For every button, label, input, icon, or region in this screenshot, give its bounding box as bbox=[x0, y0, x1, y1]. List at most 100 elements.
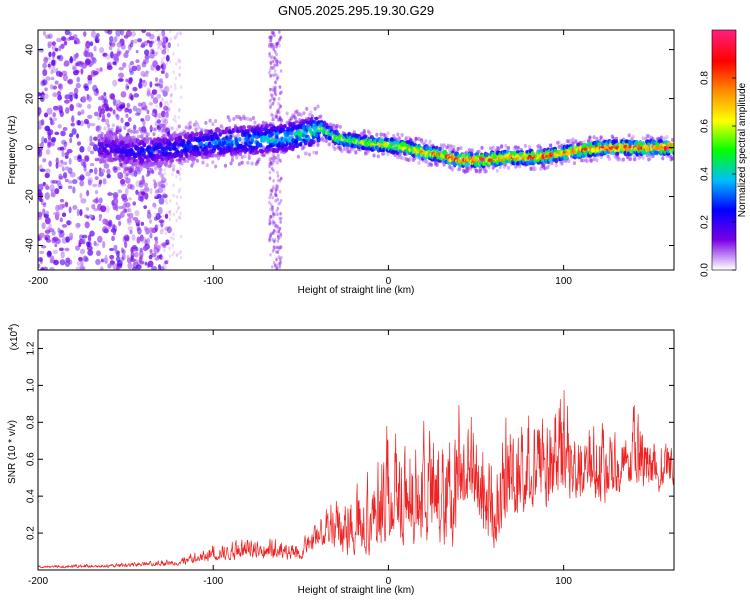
spectrogram-cell bbox=[382, 147, 386, 153]
spectrogram-cell bbox=[268, 200, 271, 205]
spectrogram-cell bbox=[130, 251, 135, 259]
spectrogram-cell bbox=[125, 83, 130, 91]
spectrogram-cell bbox=[40, 201, 47, 206]
spectrogram-cell bbox=[48, 142, 52, 148]
spectrogram-cell bbox=[51, 136, 57, 143]
spectrogram-cell bbox=[169, 158, 175, 163]
spectrogram-cell bbox=[114, 249, 121, 255]
spectrogram-cell bbox=[127, 226, 134, 231]
spectrogram-cell bbox=[112, 98, 117, 107]
spectrogram-cell bbox=[154, 193, 157, 198]
spectrogram-cell bbox=[42, 69, 48, 77]
spectrogram-cell bbox=[126, 102, 131, 108]
spectrogram-cell bbox=[164, 264, 167, 268]
spectrogram-cell bbox=[82, 238, 86, 245]
spectrogram-cell bbox=[85, 40, 91, 49]
spectrogram-cell bbox=[49, 117, 53, 121]
spectrogram-cell bbox=[165, 201, 169, 205]
spectrogram-cell bbox=[400, 156, 404, 161]
spectrogram-cell bbox=[59, 233, 63, 238]
spectrogram-cell bbox=[165, 42, 169, 47]
spectrogram-cell bbox=[279, 211, 282, 216]
spectrogram-cell bbox=[162, 262, 165, 267]
colorbar-strip bbox=[712, 124, 736, 127]
spectrogram-cell bbox=[112, 79, 118, 87]
spectrogram-cell bbox=[353, 144, 357, 149]
spectrogram-cell bbox=[58, 160, 64, 168]
spectrogram-cell bbox=[175, 253, 178, 257]
colorbar-strip bbox=[712, 264, 736, 267]
spectrogram-cell bbox=[45, 226, 51, 231]
spectrogram-cell bbox=[158, 80, 162, 85]
spectrogram-cell bbox=[84, 155, 90, 162]
spectrogram-cell bbox=[507, 145, 511, 150]
spectrogram-cell bbox=[98, 96, 102, 101]
spectrogram-cell bbox=[214, 119, 218, 124]
spectrogram-cell bbox=[155, 194, 158, 199]
spectrogram-cell bbox=[166, 48, 170, 53]
spectrogram-cell bbox=[452, 144, 456, 149]
spectrogram-cell bbox=[154, 38, 158, 42]
spectrogram-cell bbox=[79, 264, 85, 270]
spectrogram-cell bbox=[157, 46, 160, 50]
spectrogram-cell bbox=[133, 38, 138, 44]
spectrogram-cell bbox=[125, 172, 129, 177]
spectrogram-cell bbox=[269, 161, 273, 166]
spectrogram-cell bbox=[161, 41, 166, 48]
spectrogram-cell bbox=[269, 232, 273, 237]
spectrogram-cell bbox=[42, 79, 48, 86]
spectrogram-cell bbox=[583, 147, 588, 152]
spectrogram-cell bbox=[661, 156, 665, 161]
spectrogram-cell bbox=[312, 150, 316, 155]
spectrogram-cell bbox=[135, 49, 139, 54]
spectrogram-cell bbox=[525, 160, 529, 165]
spectrogram-cell bbox=[162, 227, 165, 232]
colorbar-strip bbox=[712, 238, 736, 241]
spectrogram-cell bbox=[64, 201, 69, 208]
snr-x-tick-label: 100 bbox=[555, 576, 572, 587]
spectrogram-cell bbox=[158, 115, 161, 119]
spectrogram-cell bbox=[65, 151, 70, 156]
spectrogram-cell bbox=[179, 211, 182, 216]
spectrogram-cell bbox=[230, 158, 235, 163]
spectrogram-y-tick-label: 40 bbox=[25, 44, 36, 56]
spectrogram-cell bbox=[276, 170, 279, 175]
colorbar-strip bbox=[712, 56, 736, 59]
spectrogram-cell bbox=[144, 192, 149, 200]
spectrogram-cell bbox=[211, 122, 215, 127]
spectrogram-cell bbox=[243, 116, 247, 121]
spectrogram-cell bbox=[155, 244, 159, 248]
spectrogram-cell bbox=[59, 259, 66, 266]
spectrogram-cell bbox=[141, 30, 146, 34]
spectrogram-cell bbox=[86, 93, 90, 101]
spectrogram-cell bbox=[88, 96, 93, 102]
spectrogram-cell bbox=[146, 237, 150, 245]
spectrogram-cell bbox=[274, 138, 279, 144]
spectrogram-cell bbox=[120, 91, 127, 98]
colorbar-strip bbox=[712, 186, 736, 189]
colorbar-strip bbox=[712, 248, 736, 251]
spectrogram-cell bbox=[188, 125, 193, 130]
spectrogram-cell bbox=[129, 42, 134, 48]
spectrogram-cell bbox=[125, 177, 131, 184]
colorbar-strip bbox=[712, 262, 736, 265]
spectrogram-cell bbox=[162, 193, 168, 199]
spectrogram-cell bbox=[79, 248, 86, 255]
spectrogram-cell bbox=[279, 69, 283, 73]
spectrogram-cell bbox=[268, 176, 272, 181]
spectrogram-cell bbox=[118, 161, 122, 166]
spectrogram-cell bbox=[93, 167, 98, 175]
spectrogram-cell bbox=[106, 112, 111, 118]
spectrogram-cell bbox=[158, 39, 163, 47]
spectrogram-cell bbox=[268, 35, 271, 40]
spectrogram-cell bbox=[135, 59, 140, 64]
spectrogram-cell bbox=[101, 168, 106, 173]
spectrogram-cell bbox=[246, 117, 250, 122]
spectrogram-cell bbox=[156, 215, 160, 219]
colorbar-strip bbox=[712, 164, 736, 167]
spectrogram-cell bbox=[321, 129, 325, 135]
spectrogram-cell bbox=[119, 211, 125, 219]
spectrogram-cell bbox=[172, 250, 176, 255]
spectrogram-cell bbox=[149, 248, 153, 254]
